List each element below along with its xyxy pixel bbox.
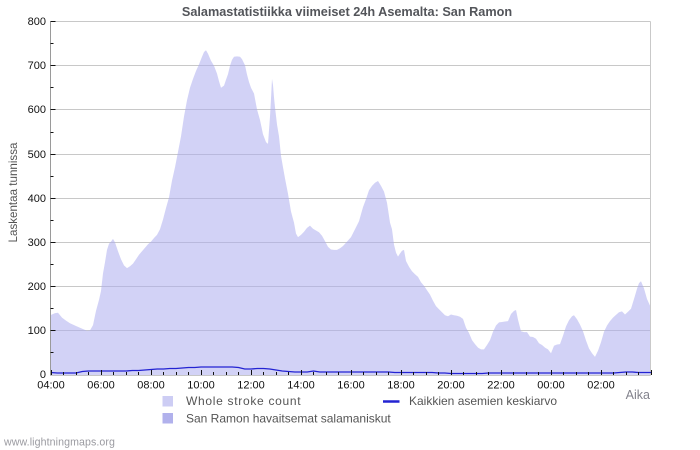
svg-text:02:00: 02:00 <box>587 380 615 392</box>
svg-text:16:00: 16:00 <box>337 380 365 392</box>
svg-text:04:00: 04:00 <box>37 380 65 392</box>
svg-text:300: 300 <box>28 237 46 249</box>
svg-text:700: 700 <box>28 60 46 72</box>
svg-text:San Ramon havaitsemat salamani: San Ramon havaitsemat salamaniskut <box>186 412 391 426</box>
svg-text:14:00: 14:00 <box>287 380 315 392</box>
svg-text:20:00: 20:00 <box>437 380 465 392</box>
svg-text:Salamastatistiikka viimeiset 2: Salamastatistiikka viimeiset 24h Asemalt… <box>182 5 512 19</box>
svg-text:100: 100 <box>28 325 46 337</box>
svg-text:800: 800 <box>28 16 46 28</box>
svg-text:06:00: 06:00 <box>87 380 115 392</box>
svg-text:www.lightningmaps.org: www.lightningmaps.org <box>3 437 115 449</box>
svg-text:00:00: 00:00 <box>537 380 565 392</box>
svg-text:Whole stroke count: Whole stroke count <box>186 394 301 408</box>
svg-text:12:00: 12:00 <box>237 380 265 392</box>
svg-text:Aika: Aika <box>626 388 650 402</box>
svg-text:200: 200 <box>28 281 46 293</box>
svg-text:500: 500 <box>28 149 46 161</box>
svg-text:22:00: 22:00 <box>487 380 515 392</box>
svg-text:10:00: 10:00 <box>187 380 215 392</box>
svg-text:600: 600 <box>28 104 46 116</box>
svg-text:Laskentaa tunnissa: Laskentaa tunnissa <box>7 142 20 242</box>
svg-text:400: 400 <box>28 193 46 205</box>
svg-text:0: 0 <box>40 369 46 381</box>
svg-text:08:00: 08:00 <box>137 380 165 392</box>
svg-text:18:00: 18:00 <box>387 380 415 392</box>
svg-text:Kaikkien asemien keskiarvo: Kaikkien asemien keskiarvo <box>409 394 557 408</box>
